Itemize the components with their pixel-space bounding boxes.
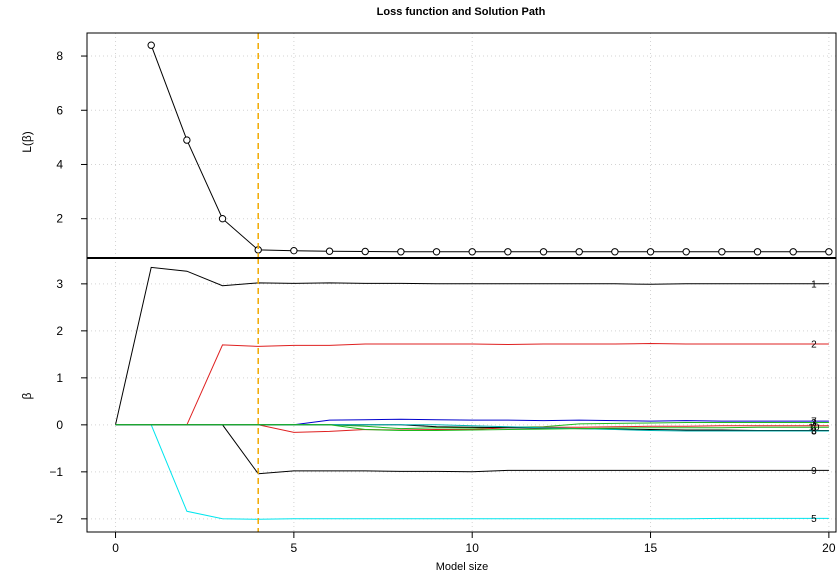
data-point	[789, 248, 797, 256]
data-point	[147, 41, 155, 49]
plot-frame	[86, 257, 837, 533]
y-tick-label: 2	[56, 324, 63, 338]
series-label: 2	[811, 340, 817, 351]
data-point	[825, 248, 833, 256]
series-label: 10	[808, 423, 820, 434]
series-line	[115, 342, 829, 426]
x-tick-label: 15	[644, 541, 658, 555]
series-label: 5	[811, 514, 817, 525]
y-tick-label: 8	[56, 49, 63, 63]
x-tick-label: 10	[466, 541, 480, 555]
loss-y-axis-label: L(β)	[20, 131, 34, 153]
plot-frame	[86, 32, 837, 259]
y-tick-label: −1	[49, 465, 63, 479]
data-point	[183, 136, 191, 144]
series-label: 8	[811, 426, 817, 437]
y-tick-label: 6	[56, 103, 63, 117]
series-label: 9	[811, 466, 817, 477]
data-point	[504, 248, 512, 256]
x-tick-label: 0	[112, 541, 119, 555]
y-tick-label: −2	[49, 512, 63, 526]
series-label: 3	[811, 418, 817, 429]
series-label: 1	[811, 279, 817, 290]
loss-panel: 2 4 6 8	[56, 32, 837, 259]
data-point	[361, 247, 369, 256]
data-point	[718, 248, 726, 256]
data-point	[397, 248, 405, 256]
y-tick-label: 2	[56, 212, 63, 226]
y-tick-label: 0	[56, 418, 63, 432]
y-tick-label: 4	[56, 157, 63, 171]
series-line	[115, 424, 829, 520]
y-tick-label: 1	[56, 371, 63, 385]
series-line	[115, 266, 829, 425]
chart-title: Loss function and Solution Path	[377, 6, 546, 18]
series-line	[115, 424, 829, 475]
x-tick-label: 5	[291, 541, 298, 555]
data-point	[611, 248, 619, 256]
data-point	[432, 248, 441, 256]
y-tick-label: 3	[56, 277, 63, 291]
x-tick-label: 20	[822, 541, 836, 555]
beta-y-axis-label: β	[20, 392, 34, 399]
data-point	[468, 248, 476, 256]
data-point	[325, 247, 334, 255]
data-point	[646, 248, 655, 256]
data-point	[539, 248, 548, 256]
data-point	[218, 214, 227, 223]
data-point	[290, 246, 298, 255]
series-line	[150, 45, 829, 253]
data-point	[682, 248, 690, 256]
data-point	[575, 248, 583, 256]
x-axis-label: Model size	[436, 561, 489, 573]
data-point	[753, 248, 762, 256]
series-line	[115, 424, 829, 431]
